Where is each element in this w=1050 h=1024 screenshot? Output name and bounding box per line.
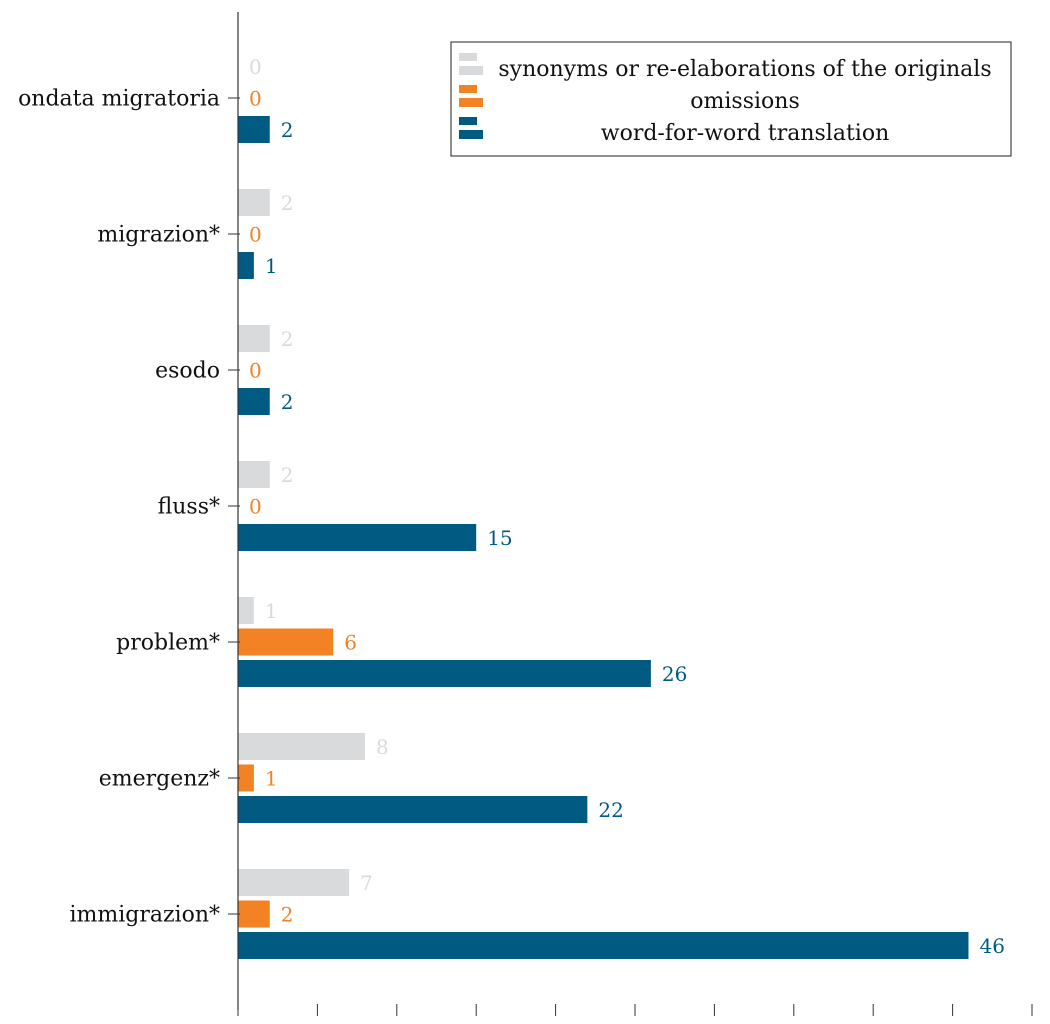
bar-3-1: [238, 116, 270, 143]
data-label: 0: [249, 495, 262, 519]
x-tick-label: 15: [463, 1021, 490, 1024]
bar-2-6: [238, 764, 254, 792]
axes-group: ondata migratoria migrazion* esodo fluss* pr…: [18, 12, 1045, 1024]
data-label: 26: [662, 662, 687, 686]
legend: synonyms or re-elaborations of the origi…: [450, 41, 1012, 157]
data-label: 0: [249, 55, 262, 79]
bar-1-2: [238, 189, 270, 216]
data-label: 15: [487, 526, 512, 550]
x-tick-label: 30: [701, 1021, 728, 1024]
legend-swatch: [459, 66, 483, 75]
x-tick-label: 35: [780, 1021, 807, 1024]
data-label: 8: [376, 735, 389, 759]
category-label: esodo: [155, 359, 220, 384]
category-label: problem*: [116, 631, 220, 656]
data-label: 46: [979, 934, 1004, 958]
bar-1-3: [238, 325, 270, 352]
data-label: 2: [281, 191, 294, 215]
x-tick-label: 0: [231, 1021, 244, 1024]
bar-2-5: [238, 628, 334, 656]
bar-3-3: [238, 388, 270, 415]
bar-3-6: [238, 796, 588, 823]
data-label: 0: [249, 223, 262, 247]
bar-3-7: [238, 932, 969, 959]
x-tick-label: 20: [542, 1021, 569, 1024]
legend-swatch: [459, 98, 483, 107]
bar-1-7: [238, 869, 350, 896]
legend-swatch: [459, 130, 483, 139]
data-label: 7: [360, 871, 373, 895]
legend-swatch: [459, 53, 477, 61]
category-label: emergenz*: [99, 767, 220, 792]
data-label: 1: [265, 254, 278, 278]
data-label: 22: [598, 798, 623, 822]
category-label: immigrazion*: [69, 903, 220, 928]
data-label: 2: [281, 327, 294, 351]
category-label: fluss*: [158, 495, 220, 520]
data-label: 0: [249, 87, 262, 111]
data-label: 2: [281, 118, 294, 142]
data-label: 0: [249, 359, 262, 383]
x-tick-label: 40: [860, 1021, 887, 1024]
bar-3-2: [238, 252, 254, 279]
bar-1-6: [238, 733, 366, 760]
legend-swatch: [459, 117, 477, 125]
bar-3-4: [238, 524, 477, 551]
data-label: 2: [281, 390, 294, 414]
x-tick-label: 50: [1019, 1021, 1046, 1024]
category-label: migrazion*: [97, 223, 220, 248]
bar-2-7: [238, 900, 270, 928]
legend-box: [450, 41, 1012, 157]
x-tick-label: 5: [311, 1021, 324, 1024]
legend-label: word-for-word translation: [601, 121, 890, 146]
x-tick-label: 45: [939, 1021, 966, 1024]
legend-label: omissions: [690, 89, 799, 114]
bar-1-5: [238, 597, 254, 624]
legend-label: synonyms or re-elaborations of the origi…: [498, 57, 991, 82]
data-label: 1: [265, 767, 278, 791]
x-tick-label: 10: [383, 1021, 410, 1024]
legend-swatch: [459, 85, 477, 93]
data-label: 2: [281, 903, 294, 927]
data-label: 1: [265, 599, 278, 623]
data-label: 6: [344, 631, 357, 655]
bar-1-4: [238, 461, 270, 488]
bar-3-5: [238, 660, 651, 687]
category-label: ondata migratoria: [18, 87, 220, 112]
x-tick-label: 25: [622, 1021, 649, 1024]
data-label: 2: [281, 463, 294, 487]
